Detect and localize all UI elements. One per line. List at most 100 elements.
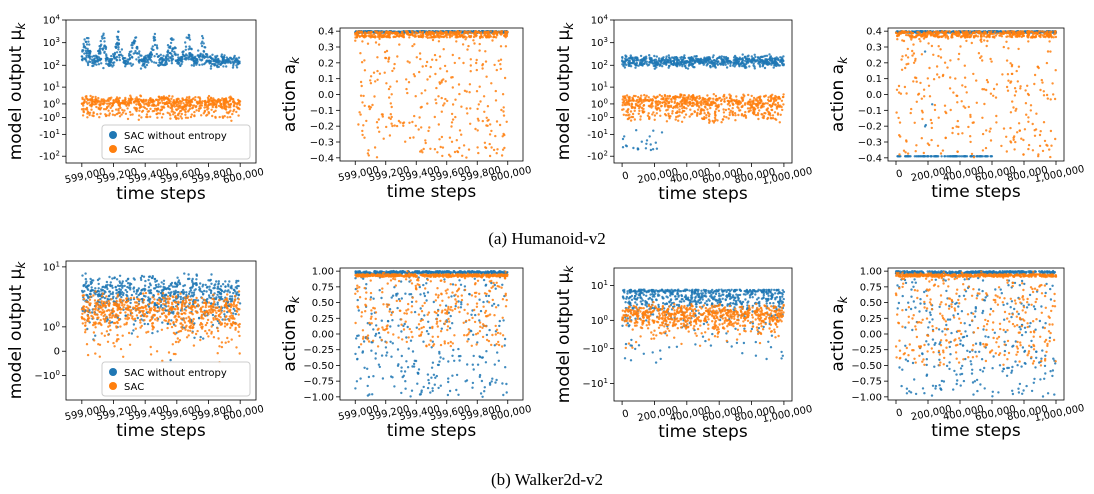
data-point — [152, 48, 155, 52]
data-point — [624, 63, 628, 67]
data-point — [179, 64, 182, 68]
data-point — [217, 104, 221, 108]
data-point — [188, 38, 192, 41]
data-point — [184, 111, 187, 114]
y-tick-label: 102 — [591, 59, 608, 72]
data-point — [698, 112, 702, 116]
data-point — [230, 119, 233, 123]
data-point — [178, 110, 182, 113]
data-point — [168, 101, 171, 105]
data-point — [155, 61, 158, 65]
data-point — [361, 129, 364, 133]
data-point — [435, 58, 438, 62]
data-point — [426, 78, 429, 81]
data-point — [682, 106, 686, 109]
data-point — [90, 98, 94, 102]
data-point — [494, 134, 497, 138]
data-point — [499, 62, 502, 66]
data-point — [671, 112, 674, 115]
data-point — [160, 116, 164, 119]
data-point — [753, 53, 756, 56]
data-point — [758, 63, 761, 67]
data-point — [492, 148, 496, 152]
data-point — [655, 112, 658, 115]
data-point — [375, 121, 379, 124]
data-point — [712, 93, 715, 96]
data-point — [744, 114, 747, 118]
data-point — [496, 148, 499, 151]
data-point — [653, 58, 656, 62]
data-point — [919, 155, 923, 158]
data-point — [217, 57, 220, 61]
y-tick-label: 101 — [43, 81, 60, 94]
data-point — [648, 135, 651, 138]
data-point — [124, 112, 128, 116]
data-point — [193, 114, 196, 117]
data-point — [770, 58, 774, 62]
data-point — [402, 124, 405, 128]
data-point — [688, 60, 692, 63]
data-point — [716, 60, 719, 63]
data-point — [130, 55, 134, 59]
data-point — [213, 60, 216, 63]
data-point — [369, 36, 372, 39]
data-point — [415, 56, 418, 59]
data-point — [477, 103, 480, 106]
data-point — [153, 109, 156, 113]
data-point — [435, 86, 438, 90]
data-point — [181, 98, 184, 101]
data-point — [709, 66, 712, 69]
data-point — [625, 58, 628, 62]
data-point — [132, 42, 136, 45]
data-point — [484, 50, 487, 53]
data-point — [668, 56, 671, 59]
data-point — [485, 124, 488, 127]
data-point — [224, 107, 227, 111]
data-point — [356, 30, 359, 33]
data-point — [225, 56, 228, 59]
data-point — [144, 98, 148, 102]
data-point — [649, 148, 653, 152]
data-point — [357, 123, 360, 126]
data-point — [712, 97, 715, 101]
data-point — [399, 121, 402, 124]
data-point — [677, 96, 681, 99]
data-point — [85, 108, 89, 111]
data-point — [200, 59, 203, 62]
data-point — [718, 62, 722, 65]
data-point — [188, 34, 191, 37]
data-point — [176, 59, 179, 62]
data-point — [775, 105, 778, 109]
data-point — [637, 59, 640, 62]
data-point — [671, 110, 674, 113]
data-point — [625, 55, 628, 58]
data-point — [443, 102, 446, 105]
data-point — [91, 95, 95, 99]
data-point — [683, 116, 686, 119]
data-point — [930, 155, 933, 158]
data-point — [781, 59, 785, 62]
data-point — [445, 70, 449, 73]
data-point — [153, 36, 156, 39]
data-point — [779, 56, 782, 59]
data-point — [179, 102, 182, 105]
data-point — [713, 116, 717, 120]
data-point — [627, 96, 630, 99]
data-point — [734, 63, 737, 66]
data-point — [646, 114, 650, 117]
data-point — [90, 108, 93, 111]
data-point — [85, 106, 89, 110]
data-point — [666, 95, 669, 98]
data-point — [144, 102, 148, 105]
data-point — [672, 106, 675, 110]
data-point — [98, 45, 101, 48]
data-point — [435, 102, 438, 105]
data-point — [638, 105, 642, 109]
data-point — [223, 105, 226, 109]
data-point — [738, 103, 741, 106]
data-point — [663, 103, 667, 107]
data-point — [97, 96, 100, 100]
data-point — [749, 98, 752, 101]
data-point — [648, 117, 651, 120]
data-point — [418, 70, 421, 74]
